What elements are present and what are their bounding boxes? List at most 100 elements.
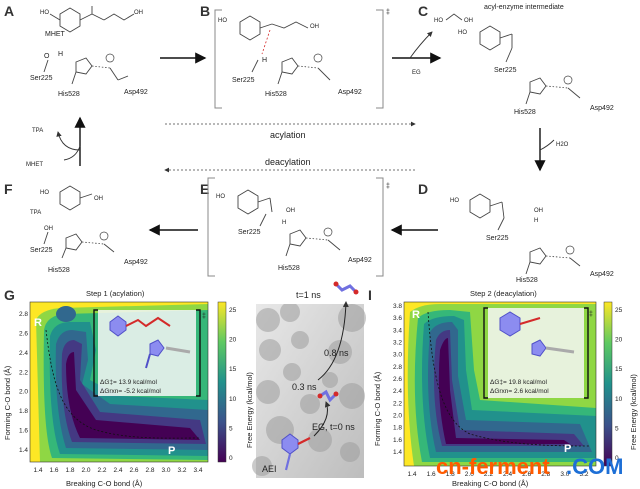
svg-text:OH: OH <box>310 24 319 30</box>
heatmap-g-xtick-2: 1.8 <box>65 467 74 474</box>
svg-text:OH: OH <box>44 226 53 232</box>
svg-text:OH: OH <box>534 208 543 214</box>
heatmap-i-yticks: 3.8 3.6 3.4 3.2 3.0 2.8 2.6 2.4 2.2 2.0 1.8 1.6 1.4 <box>393 303 402 456</box>
heatmap-i-ytick-5: 2.8 <box>393 364 402 371</box>
panel-c: C acyl-enzyme intermediate HO OH HO Ser2… <box>418 3 614 116</box>
svg-text:HO: HO <box>434 18 443 24</box>
svg-text:OH: OH <box>464 18 473 24</box>
heatmap-i-xtick-6: 2.6 <box>522 471 531 478</box>
heatmap-g-title: Step 1 (acylation) <box>86 289 145 298</box>
panel-c-label: C <box>418 3 428 19</box>
heatmap-i-ytick-12: 1.4 <box>393 449 402 456</box>
svg-text:Ser225: Ser225 <box>232 77 255 84</box>
heatmap-g-ytick-5: 1.8 <box>19 408 28 415</box>
heatmap-g-cbtick-3: 10 <box>229 396 237 403</box>
heatmap-i-ytick-10: 1.8 <box>393 425 402 432</box>
panel-i: I Step 2 (deacylation) R P ‡ ΔG‡= 19.8 k… <box>368 287 638 488</box>
his528-label-a: His528 <box>58 91 80 98</box>
heatmap-i-cbtick-2: 15 <box>615 366 623 373</box>
svg-text:HO: HO <box>40 190 49 196</box>
svg-text:His528: His528 <box>48 267 70 274</box>
heatmap-i-cbticks: 25 20 15 10 5 0 <box>615 307 623 462</box>
heatmap-i-xtick-2: 1.8 <box>446 471 455 478</box>
heatmap-g-xtick-5: 2.4 <box>113 467 122 474</box>
h-aei: AEI <box>262 464 277 474</box>
heatmap-g-xticks: 1.4 1.6 1.8 2.0 2.2 2.4 2.6 2.8 3.0 3.2 3.4 <box>33 467 202 474</box>
heatmap-i-ytick-0: 3.8 <box>393 303 402 310</box>
svg-text:HO: HO <box>450 198 459 204</box>
heatmap-i-ytick-9: 2.0 <box>393 413 402 420</box>
eg-label: EG <box>412 70 421 76</box>
heatmap-g-r: R <box>34 317 42 329</box>
mhet-label: MHET <box>45 31 66 38</box>
watermark-part1: cn-ferment <box>436 454 550 479</box>
svg-text:Asp492: Asp492 <box>590 271 614 278</box>
heatmap-i-xtick-4: 2.2 <box>484 471 493 478</box>
panel-i-label: I <box>368 287 372 303</box>
acylation-label: acylation <box>270 130 306 140</box>
heatmap-i-xtick-1: 1.6 <box>427 471 436 478</box>
svg-text:HO: HO <box>458 30 467 36</box>
panel-g-label: G <box>4 287 15 303</box>
panel-a-label: A <box>4 3 14 19</box>
svg-text:His528: His528 <box>514 109 536 116</box>
heatmap-g-xlabel: Breaking C-O bond (Å) <box>66 479 143 488</box>
heatmap-g-cbtick-0: 25 <box>229 307 237 314</box>
heatmap-i-colorbar <box>603 301 613 467</box>
heatmap-i-ytick-1: 3.6 <box>393 315 402 322</box>
mhet-cycle: MHET <box>26 162 43 168</box>
watermark: cn-ferment .COM <box>436 454 623 479</box>
heatmap-i-ytick-2: 3.4 <box>393 327 402 334</box>
heatmap-g-p: P <box>168 445 175 457</box>
heatmap-i-cbtick-0: 25 <box>615 307 623 314</box>
h-t1ns: t=1 ns <box>296 290 321 300</box>
h2o-label: H2O <box>556 142 569 148</box>
asp492-a: Asp492 <box>105 53 148 96</box>
panel-g: G Step 1 (acylation) R P ‡ <box>3 287 254 488</box>
deacylation-label: deacylation <box>265 157 311 167</box>
svg-text:OH: OH <box>286 208 295 214</box>
panel-b: B ‡ HO OH H Ser225 His528 Asp492 <box>200 3 390 109</box>
heatmap-i-cbtick-3: 10 <box>615 396 623 403</box>
heatmap-i-xtick-9: 3.2 <box>579 471 588 478</box>
svg-text:OH: OH <box>94 196 103 202</box>
heatmap-i-cbtick-5: 0 <box>615 455 619 462</box>
heatmap-i-ytick-3: 3.2 <box>393 340 402 347</box>
svg-text:His528: His528 <box>278 265 300 272</box>
svg-text:HO: HO <box>218 18 227 24</box>
svg-text:Asp492: Asp492 <box>338 89 362 96</box>
heatmap-i-cbtick-4: 5 <box>615 425 619 432</box>
heatmap-g-xtick-7: 2.8 <box>145 467 154 474</box>
h-03ns: 0.3 ns <box>292 382 317 392</box>
heatmap-i-xtick-8: 3.0 <box>560 471 569 478</box>
heatmap-g-cblabel: Free Energy (kcal/mol) <box>245 372 254 448</box>
tpa-cycle: TPA <box>32 128 43 134</box>
cycle-center: acylation deacylation TPA MHET <box>26 116 416 173</box>
svg-text:‡: ‡ <box>589 311 593 318</box>
heatmap-i-dg-barrier: ΔG‡= 19.8 kcal/mol <box>490 379 547 386</box>
heatmap-g-ytick-0: 2.8 <box>19 311 28 318</box>
svg-text:H: H <box>58 51 63 58</box>
panel-e: E ‡ HO OH H Ser225 His528 Asp492 <box>200 177 390 277</box>
heatmap-g-ytick-7: 1.4 <box>19 447 28 454</box>
heatmap-g-cbtick-5: 0 <box>229 455 233 462</box>
heatmap-i-xticks: 1.4 1.6 1.8 2.0 2.2 2.4 2.6 2.8 3.0 3.2 <box>407 471 588 478</box>
heatmap-g-xtick-6: 2.6 <box>129 467 138 474</box>
heatmap-g-dg-reaction: ΔGrxn= -5.2 kcal/mol <box>100 388 161 395</box>
ser225-label-a: Ser225 <box>30 75 53 82</box>
svg-text:‡: ‡ <box>202 313 206 320</box>
heatmap-g-ytick-1: 2.6 <box>19 330 28 337</box>
ser225-a: O H Ser225 <box>30 51 63 82</box>
svg-text:Ser225: Ser225 <box>486 235 509 242</box>
heatmap-g-yticks: 2.8 2.6 2.4 2.2 2.0 1.8 1.6 1.4 <box>19 311 28 454</box>
heatmap-i-r: R <box>412 309 420 321</box>
heatmap-g-xtick-10: 3.4 <box>193 467 202 474</box>
mhet-molecule: OH HO MHET <box>40 6 143 38</box>
svg-text:‡: ‡ <box>386 183 390 190</box>
heatmap-g-ytick-4: 2.0 <box>19 389 28 396</box>
heatmap-g-xtick-0: 1.4 <box>33 467 42 474</box>
svg-text:Asp492: Asp492 <box>124 259 148 266</box>
heatmap-g-dg-barrier: ΔG‡= 13.9 kcal/mol <box>100 379 157 386</box>
heatmap-i-xlabel: Breaking C-O bond (Å) <box>452 479 529 488</box>
